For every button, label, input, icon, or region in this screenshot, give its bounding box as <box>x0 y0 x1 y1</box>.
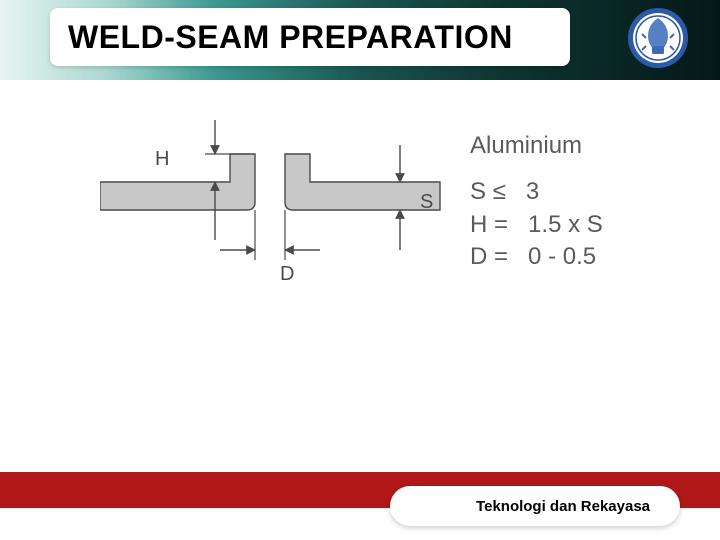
title-pill: WELD-SEAM PREPARATION <box>50 8 570 66</box>
header-bar: WELD-SEAM PREPARATION <box>0 0 720 80</box>
content-area: H D S Aluminium S ≤ 3 H = 1.5 x S D = 0 … <box>0 80 720 460</box>
label-d: D <box>280 263 294 285</box>
param-val: 0 - 0.5 <box>528 243 596 270</box>
param-op: ≤ <box>493 178 506 205</box>
param-sym: S <box>470 178 486 205</box>
param-op: = <box>494 211 508 238</box>
param-sym: H <box>470 211 487 238</box>
param-row: S ≤ 3 <box>470 176 603 208</box>
footer-pill: Teknologi dan Rekayasa <box>390 486 680 526</box>
org-logo <box>626 6 690 70</box>
footer: Teknologi dan Rekayasa <box>0 472 720 540</box>
param-val: 1.5 x S <box>528 211 603 238</box>
param-row: H = 1.5 x S <box>470 209 603 241</box>
label-s: S <box>420 191 433 213</box>
param-op: = <box>494 243 508 270</box>
footer-text: Teknologi dan Rekayasa <box>476 498 650 515</box>
param-row: D = 0 - 0.5 <box>470 241 603 273</box>
parameters-block: Aluminium S ≤ 3 H = 1.5 x S D = 0 - 0.5 <box>470 130 603 274</box>
weld-seam-diagram: H D S <box>100 100 450 310</box>
param-val: 3 <box>526 178 539 205</box>
page-title: WELD-SEAM PREPARATION <box>68 19 513 56</box>
material-name: Aluminium <box>470 130 603 162</box>
label-h: H <box>155 148 169 170</box>
param-sym: D <box>470 243 487 270</box>
